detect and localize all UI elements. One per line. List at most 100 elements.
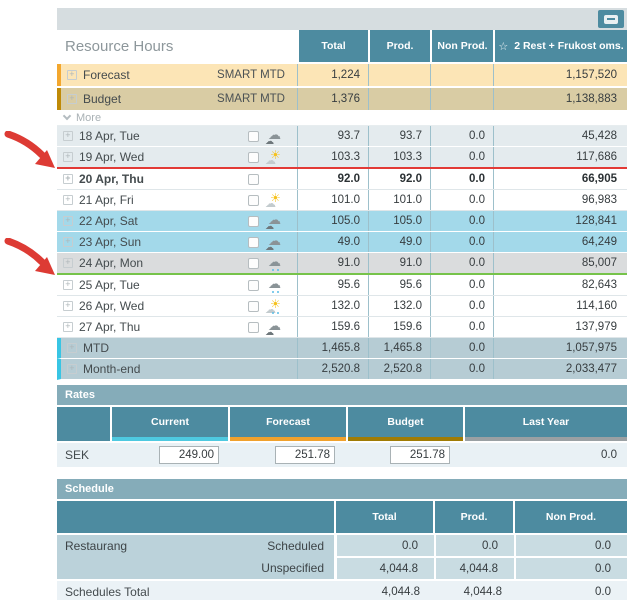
- nonprod-value: 0.0: [430, 359, 493, 379]
- prod-value: 105.0: [368, 211, 430, 231]
- nonprod-value: 0.0: [595, 585, 611, 598]
- prod-value: 2,520.8: [368, 359, 430, 379]
- prod-value: 93.7: [368, 126, 430, 146]
- expand-icon[interactable]: [67, 69, 77, 80]
- smart-mtd-mode[interactable]: SMART MTD: [217, 93, 285, 105]
- checkbox[interactable]: [248, 130, 259, 142]
- schedule-group-label: Restaurang: [65, 539, 128, 553]
- expand-icon[interactable]: [63, 151, 73, 162]
- table-row-budget[interactable]: Budget SMART MTD 1,376 1,138,883: [57, 88, 627, 110]
- column-header-budget: Budget: [348, 407, 463, 441]
- chevron-down-icon: [62, 111, 72, 120]
- more-label: More: [76, 111, 102, 124]
- total-value: 4,044.8: [337, 558, 434, 579]
- checkbox[interactable]: [248, 173, 259, 185]
- schedule-total-row: Schedules Total 4,044.8 4,044.8 0.0: [57, 581, 627, 600]
- prod-value: 95.6: [368, 275, 430, 295]
- weather-partly-sunny-icon: [265, 193, 285, 208]
- table-row-day-19[interactable]: 19 Apr, Wed 103.3 103.3 0.0 117,686: [57, 147, 627, 169]
- table-row-day-20-today[interactable]: 20 Apr, Thu 92.0 92.0 0.0 66,905: [57, 169, 627, 190]
- table-row-day-27[interactable]: 27 Apr, Thu 159.6 159.6 0.0 137,979: [57, 317, 627, 338]
- minimize-button[interactable]: [598, 10, 624, 28]
- kpi-value: 82,643: [493, 275, 627, 295]
- day-label: 26 Apr, Wed: [79, 299, 145, 313]
- total-value: 92.0: [297, 169, 368, 189]
- weather-clouds-icon: [265, 235, 285, 250]
- day-label: 19 Apr, Wed: [79, 150, 145, 164]
- expand-icon[interactable]: [63, 257, 73, 268]
- expand-icon[interactable]: [63, 130, 73, 141]
- expand-icon[interactable]: [63, 300, 73, 311]
- smart-mtd-mode[interactable]: SMART MTD: [217, 69, 285, 81]
- checkbox[interactable]: [248, 215, 259, 227]
- nonprod-value: 0.0: [430, 190, 493, 210]
- checkbox[interactable]: [248, 321, 259, 333]
- more-toggle[interactable]: More: [57, 110, 627, 126]
- day-label: 24 Apr, Mon: [79, 256, 144, 270]
- total-value: 101.0: [297, 190, 368, 210]
- total-value: 49.0: [297, 232, 368, 252]
- budget-rate-input[interactable]: [390, 446, 450, 464]
- table-row-forecast[interactable]: Forecast SMART MTD 1,224 1,157,520: [57, 64, 627, 86]
- prod-value: 0.0: [436, 535, 514, 556]
- nonprod-value: 0.0: [430, 296, 493, 316]
- schedule-row-scheduled: 0.0 0.0 0.0: [337, 535, 627, 556]
- column-header-kpi[interactable]: ☆ 2 Rest + Frukost oms.: [493, 30, 627, 62]
- table-row-day-22[interactable]: 22 Apr, Sat 105.0 105.0 0.0 128,841: [57, 211, 627, 232]
- column-header-current: Current: [112, 407, 228, 441]
- current-rate-input[interactable]: [159, 446, 219, 464]
- schedule-subrow-label: Scheduled: [267, 539, 324, 553]
- day-label-cell: 21 Apr, Fri: [57, 190, 297, 210]
- column-header-nonprod: Non Prod.: [515, 501, 627, 533]
- forecast-rate-input[interactable]: [275, 446, 335, 464]
- nonprod-value: [430, 64, 493, 86]
- forecast-label-cell: Forecast SMART MTD: [61, 64, 297, 86]
- table-row-day-25[interactable]: 25 Apr, Tue 95.6 95.6 0.0 82,643: [57, 275, 627, 296]
- table-row-day-23[interactable]: 23 Apr, Sun 49.0 49.0 0.0 64,249: [57, 232, 627, 253]
- table-row-month-end[interactable]: Month-end 2,520.8 2,520.8 0.0 2,033,477: [57, 359, 627, 380]
- annotation-arrow-today: [4, 131, 55, 168]
- expand-icon[interactable]: [63, 215, 73, 226]
- checkbox[interactable]: [248, 194, 259, 206]
- weather-rain-icon: [265, 278, 285, 293]
- checkbox[interactable]: [248, 300, 259, 312]
- expand-icon[interactable]: [63, 236, 73, 247]
- day-label-cell: 22 Apr, Sat: [57, 211, 297, 231]
- total-value: 93.7: [297, 126, 368, 146]
- checkbox[interactable]: [248, 236, 259, 248]
- expand-icon[interactable]: [67, 363, 77, 374]
- schedule-group-label-cell: Restaurang Scheduled Unspecified: [57, 535, 334, 579]
- table-row-day-26[interactable]: 26 Apr, Wed 132.0 132.0 0.0 114,160: [57, 296, 627, 317]
- checkbox[interactable]: [248, 151, 259, 163]
- budget-label-cell: Budget SMART MTD: [61, 88, 297, 110]
- rates-section-header: Rates: [57, 385, 627, 405]
- checkbox[interactable]: [248, 279, 259, 291]
- total-value: 105.0: [297, 211, 368, 231]
- expand-icon[interactable]: [67, 93, 77, 104]
- expand-icon[interactable]: [67, 342, 77, 353]
- resource-hours-header: Resource Hours Total Prod. Non Prod. ☆ 2…: [57, 30, 627, 62]
- column-header-total: Total: [297, 30, 368, 62]
- table-row-day-21[interactable]: 21 Apr, Fri 101.0 101.0 0.0 96,983: [57, 190, 627, 211]
- nonprod-value: [430, 88, 493, 110]
- expand-icon[interactable]: [63, 194, 73, 205]
- kpi-value: 66,905: [493, 169, 627, 189]
- expand-icon[interactable]: [63, 173, 73, 184]
- row-label: MTD: [83, 341, 109, 355]
- table-row-day-24[interactable]: 24 Apr, Mon 91.0 91.0 0.0 85,007: [57, 253, 627, 275]
- expand-icon[interactable]: [63, 321, 73, 332]
- column-header-last-year: Last Year: [465, 407, 627, 441]
- expand-icon[interactable]: [63, 279, 73, 290]
- table-row-mtd[interactable]: MTD 1,465.8 1,465.8 0.0 1,057,975: [57, 338, 627, 359]
- nonprod-value: 0.0: [430, 232, 493, 252]
- table-row-day-18[interactable]: 18 Apr, Tue 93.7 93.7 0.0 45,428: [57, 126, 627, 147]
- star-icon[interactable]: ☆: [498, 39, 509, 53]
- day-label: 25 Apr, Tue: [79, 278, 140, 292]
- weather-rain-icon: [265, 256, 285, 271]
- prod-value: [368, 64, 430, 86]
- row-label: Month-end: [83, 362, 141, 376]
- checkbox[interactable]: [248, 257, 259, 269]
- day-label-cell: 27 Apr, Thu: [57, 317, 297, 337]
- day-label: 23 Apr, Sun: [79, 235, 142, 249]
- total-value: 1,376: [297, 88, 368, 110]
